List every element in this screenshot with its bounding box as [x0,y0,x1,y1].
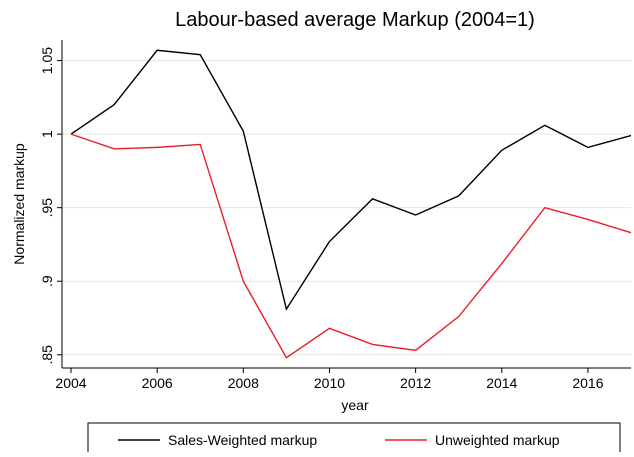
legend-label: Sales-Weighted markup [168,432,317,448]
x-tick-label: 2014 [486,375,517,391]
chart-title: Labour-based average Markup (2004=1) [175,9,535,31]
y-tick-label: .9 [39,275,55,287]
y-tick-label: .85 [39,345,55,365]
x-tick-label: 2004 [55,375,86,391]
line-series [70,49,632,311]
line-series [70,133,632,359]
y-axis-label: Normalized markup [11,143,27,265]
x-tick-label: 2010 [314,375,345,391]
legend-box [87,422,621,457]
y-tick-label: 1.05 [39,47,55,74]
x-tick-label: 2006 [142,375,173,391]
x-axis-label: year [341,397,369,413]
x-tick-label: 2008 [228,375,259,391]
x-tick-label: 2012 [400,375,431,391]
x-tick-label: 2016 [572,375,603,391]
legend-label: Unweighted markup [435,432,560,448]
y-tick-label: .95 [39,198,55,218]
y-tick-label: 1 [39,130,55,138]
